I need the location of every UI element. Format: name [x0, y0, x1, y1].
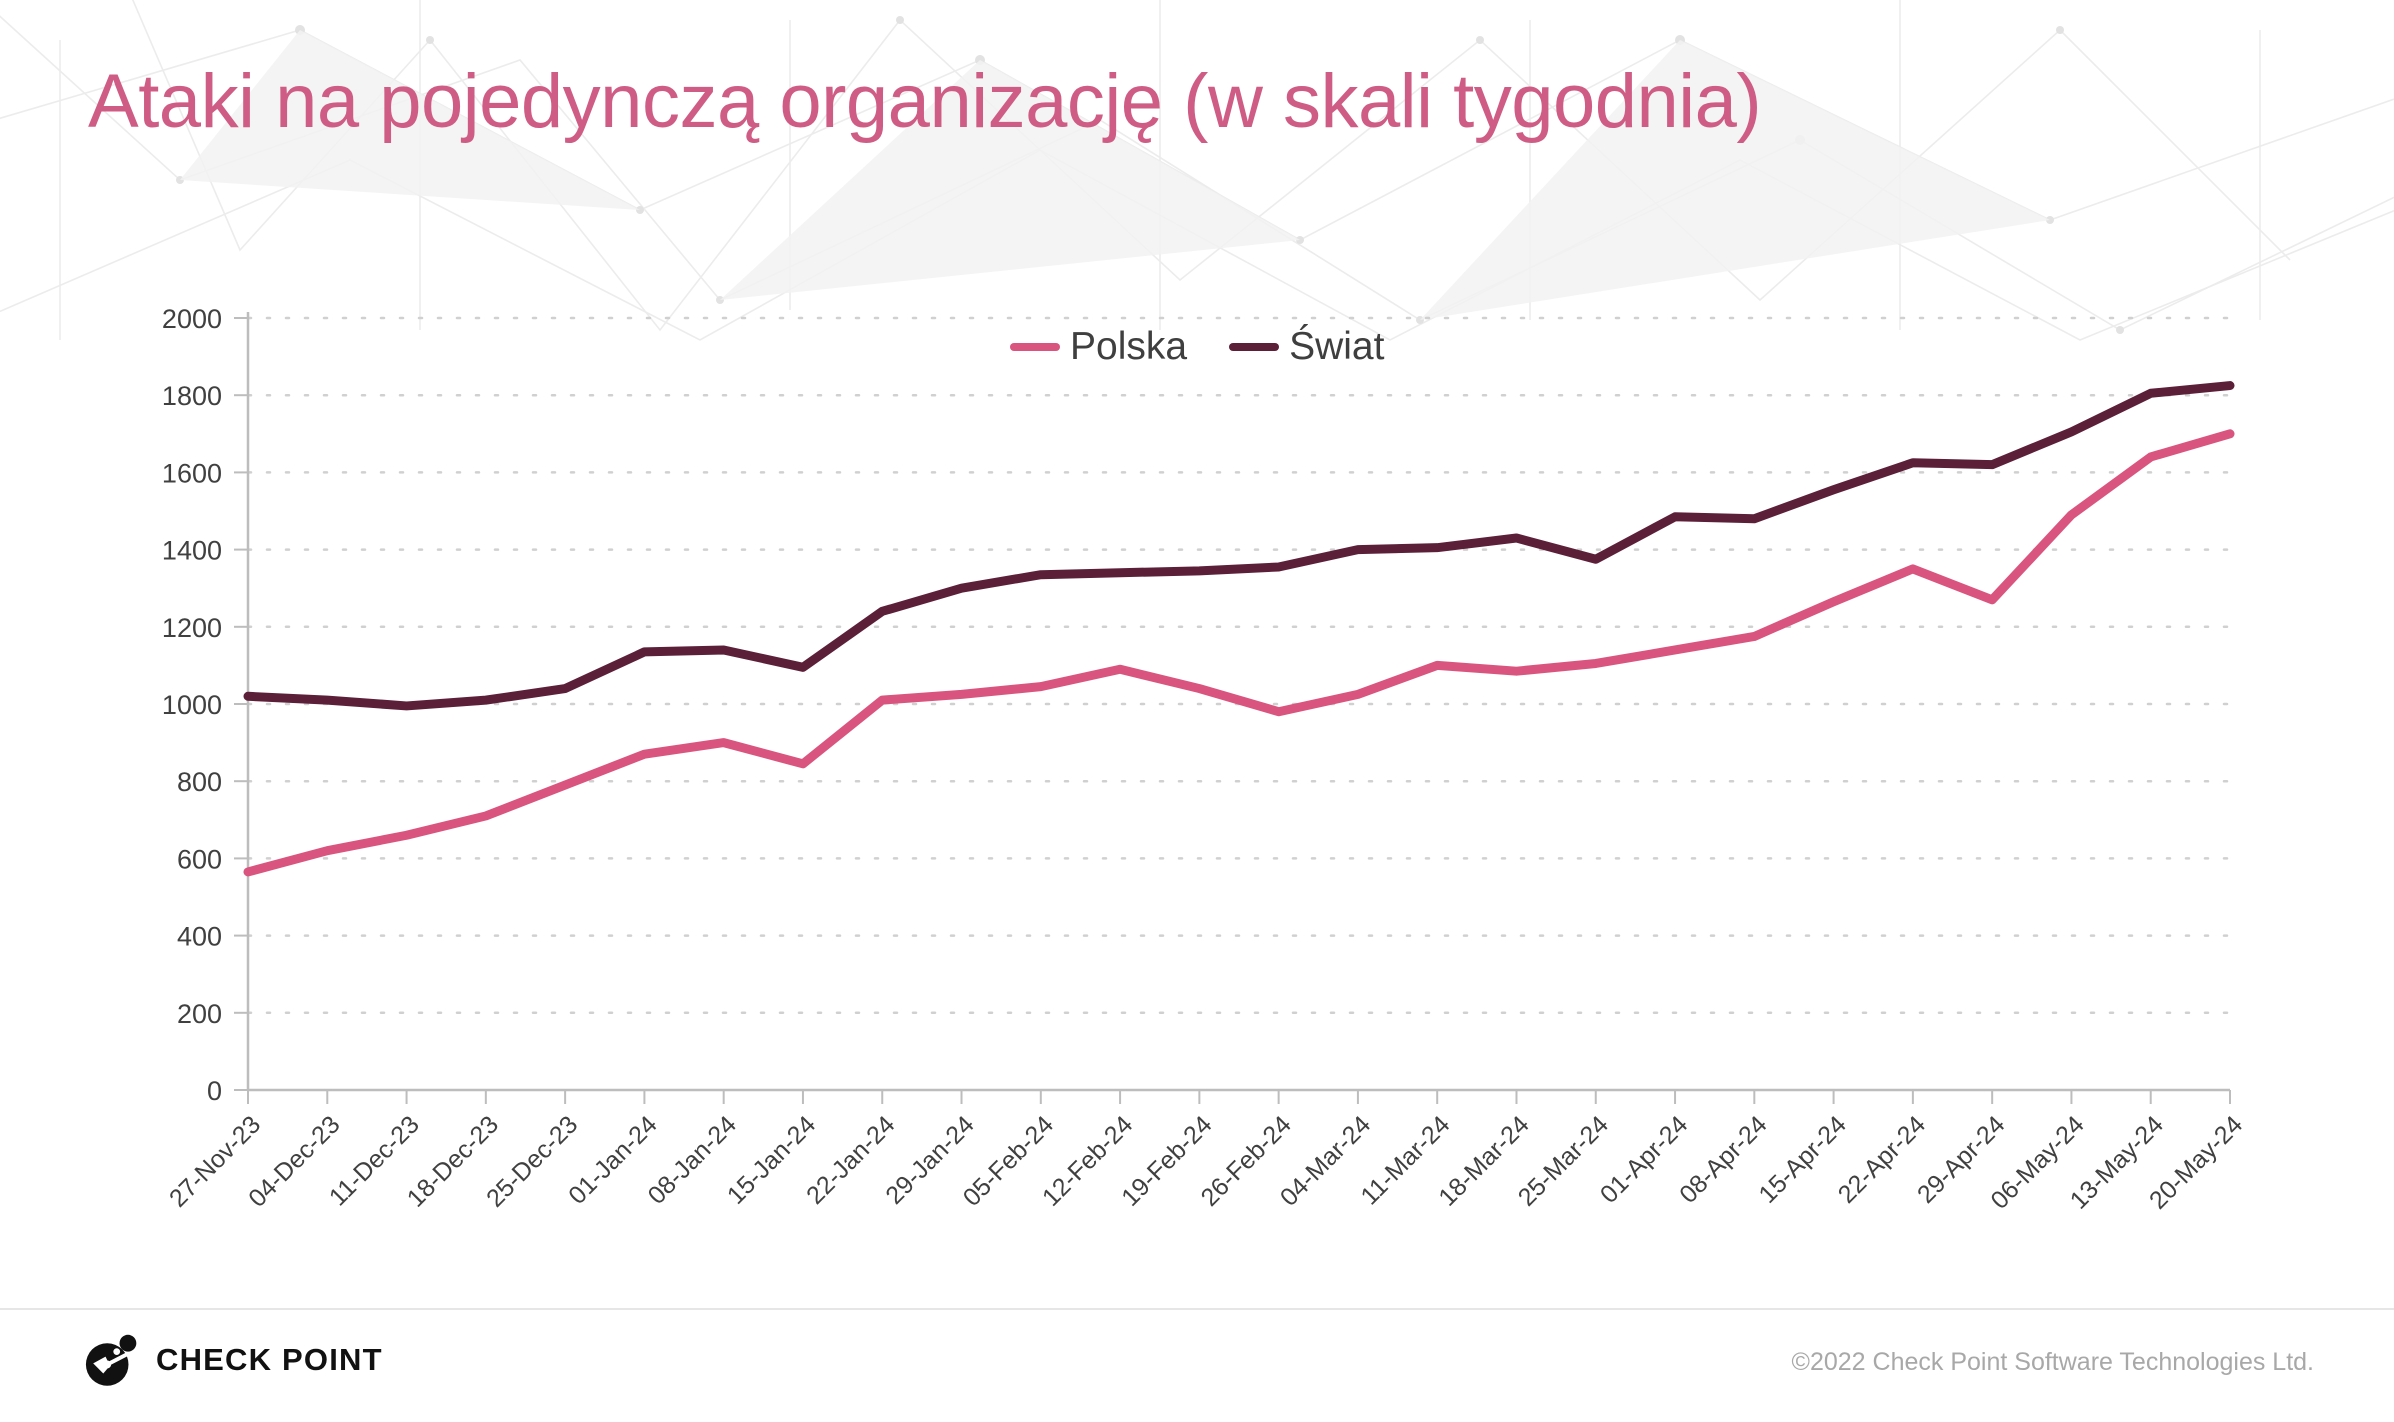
brand-name: CHECK POINT — [156, 1342, 383, 1377]
series-line-polska — [243, 429, 2235, 877]
page-title: Ataki na pojedynczą organizację (w skali… — [88, 59, 1762, 144]
y-axis-tick-label: 800 — [177, 767, 222, 797]
y-axis-tick-label: 2000 — [162, 304, 222, 334]
chart-legend: Polska Świat — [1010, 325, 1384, 369]
y-axis-tick-label: 1200 — [162, 613, 222, 643]
y-axis-tick-label: 600 — [177, 844, 222, 874]
y-axis-tick-label: 1000 — [162, 690, 222, 720]
line-chart: Polska Świat 0 200 400 600 800 1000 1200 1400 16… — [0, 300, 2394, 1300]
chart-plot-area: 020040060080010001200140016001800200027-… — [162, 304, 2248, 1215]
y-axis-tick-label: 1400 — [162, 536, 222, 566]
legend-item-swiat[interactable]: Świat — [1229, 325, 1384, 369]
check-point-logo-icon — [85, 1334, 137, 1386]
y-axis-tick-label: 0 — [207, 1076, 222, 1106]
slide-footer: CHECK POINT ©2022 Check Point Software T… — [0, 1308, 2394, 1422]
series-line-wiat — [243, 381, 2235, 711]
legend-swatch-swiat — [1229, 343, 1280, 351]
y-axis-tick-label: 1600 — [162, 458, 222, 488]
y-axis-tick-label: 1800 — [162, 381, 222, 411]
brand-logo: CHECK POINT — [82, 1332, 383, 1388]
legend-swatch-polska — [1010, 343, 1060, 351]
legend-item-polska[interactable]: Polska — [1010, 325, 1187, 369]
copyright-text: ©2022 Check Point Software Technologies … — [1791, 1348, 2314, 1376]
y-axis-tick-label: 200 — [177, 999, 222, 1029]
legend-label-swiat: Świat — [1289, 325, 1385, 368]
y-axis-tick-label: 400 — [177, 922, 222, 952]
legend-label-polska: Polska — [1070, 325, 1188, 368]
